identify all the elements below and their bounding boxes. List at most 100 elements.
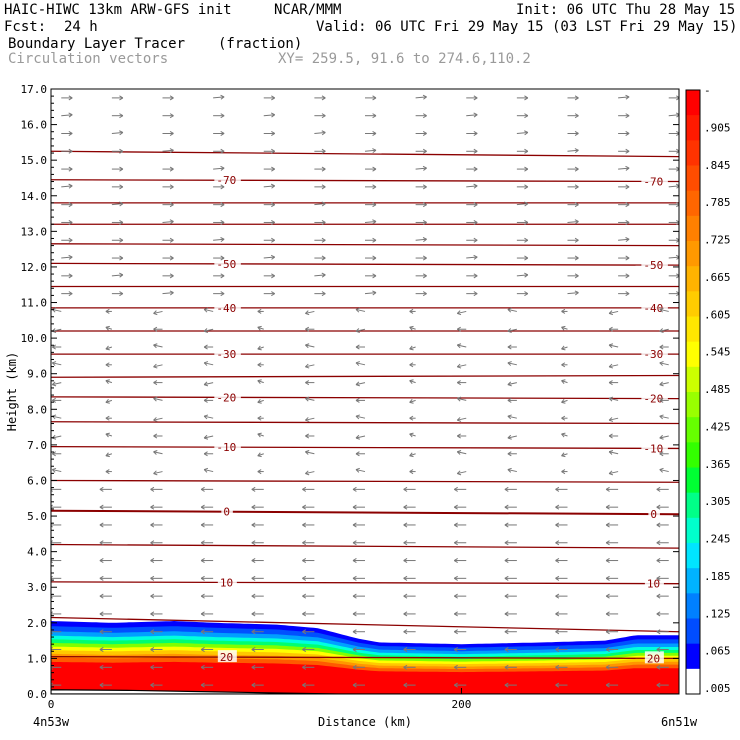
- vector-arrowhead: [203, 467, 209, 473]
- vector-arrowhead: [608, 470, 614, 476]
- vector-arrowhead: [153, 343, 158, 349]
- vector-arrowhead: [200, 540, 205, 546]
- colorbar-segment: [686, 366, 700, 393]
- vector-arrowhead: [422, 273, 427, 279]
- vector-arrowhead: [555, 629, 560, 635]
- vector-arrow: [257, 399, 264, 403]
- vector-arrowhead: [456, 380, 461, 386]
- colorbar-label: .425: [704, 420, 731, 433]
- vector-arrowhead: [105, 325, 110, 331]
- vector-arrowhead: [625, 165, 630, 171]
- vector-arrowhead: [422, 165, 427, 171]
- vector-arrowhead: [305, 326, 310, 332]
- vector-arrowhead: [625, 94, 630, 100]
- vector-arrow: [668, 256, 679, 259]
- vector-arrowhead: [220, 130, 225, 136]
- vector-arrowhead: [561, 345, 566, 351]
- vector-arrowhead: [372, 273, 377, 279]
- vector-arrowhead: [409, 469, 414, 475]
- colorbar-frame: [685, 89, 701, 695]
- vector-arrow: [659, 328, 669, 332]
- vector-arrowhead: [608, 343, 614, 349]
- vector-arrowhead: [473, 166, 478, 172]
- vector-arrowhead: [305, 396, 310, 402]
- vector-arrowhead: [555, 575, 560, 581]
- vector-arrowhead: [608, 363, 614, 369]
- vector-arrowhead: [574, 273, 579, 279]
- vector-arrowhead: [271, 237, 276, 243]
- vector-arrow: [409, 399, 416, 403]
- vector-arrowhead: [169, 148, 174, 154]
- vector-arrowhead: [220, 291, 225, 297]
- vector-arrowhead: [574, 184, 579, 190]
- vector-arrowhead: [271, 273, 276, 279]
- vector-arrowhead: [251, 486, 256, 492]
- vector-arrowhead: [150, 611, 155, 617]
- vector-arrow: [105, 380, 113, 384]
- vector-arrowhead: [352, 611, 357, 617]
- vector-arrow: [457, 364, 467, 368]
- vector-arrowhead: [302, 629, 307, 635]
- vector-arrowhead: [302, 558, 307, 564]
- vector-arrowhead: [524, 255, 529, 261]
- vector-arrowhead: [352, 629, 357, 635]
- vector-arrowhead: [561, 469, 566, 475]
- vector-arrow: [263, 185, 275, 188]
- vector-arrowhead: [524, 166, 529, 172]
- vector-arrowhead: [200, 629, 205, 635]
- colorbar-label: .845: [704, 159, 731, 172]
- y-tick-label: 12.0: [21, 261, 48, 274]
- vector-arrowhead: [150, 575, 155, 581]
- isotherm-label-bg: [217, 650, 237, 663]
- vector-arrowhead: [105, 415, 110, 421]
- vector-arrowhead: [105, 308, 110, 314]
- vector-arrowhead: [372, 148, 377, 154]
- vector-arrow: [153, 310, 163, 314]
- colorbar-segment: [686, 215, 700, 242]
- y-tick-label: 6.0: [27, 474, 47, 487]
- vector-arrowhead: [200, 593, 205, 599]
- isotherm-3: [51, 446, 679, 450]
- vector-arrowhead: [605, 522, 610, 528]
- vector-arrowhead: [169, 237, 174, 243]
- vector-arrow: [507, 328, 517, 332]
- isotherm-label: -10: [216, 441, 236, 454]
- vector-arrowhead: [608, 310, 614, 316]
- vector-arrowhead: [656, 540, 661, 546]
- vector-arrowhead: [453, 504, 458, 510]
- vector-arrowhead: [409, 432, 414, 438]
- vector-arrowhead: [605, 664, 610, 670]
- vector-arrowhead: [321, 219, 326, 225]
- vector-arrowhead: [270, 254, 276, 260]
- vector-arrow: [204, 382, 214, 386]
- vector-arrow: [516, 203, 528, 206]
- vector-arrowhead: [676, 202, 679, 208]
- vector-arrowhead: [422, 184, 427, 190]
- x-tick-label: 200: [452, 698, 472, 711]
- vector-arrowhead: [68, 291, 73, 297]
- vector-arrowhead: [403, 593, 408, 599]
- vector-arrowhead: [524, 130, 529, 136]
- vector-arrowhead: [305, 417, 310, 422]
- vector-arrow: [305, 417, 315, 421]
- vector-arrow: [609, 310, 619, 314]
- vector-arrowhead: [203, 328, 209, 333]
- vector-arrowhead: [659, 451, 664, 457]
- vector-arrowhead: [504, 558, 509, 564]
- vector-arrowhead: [524, 291, 529, 297]
- vector-arrowhead: [608, 450, 614, 455]
- vector-arrowhead: [153, 470, 158, 476]
- vector-arrowhead: [220, 255, 225, 261]
- vector-arrowhead: [456, 433, 461, 439]
- colorbar-segment: [686, 115, 700, 141]
- vector-arrowhead: [676, 148, 679, 154]
- isotherm-label: 20: [647, 652, 660, 665]
- contour-line: [51, 374, 679, 378]
- isotherm-7: [51, 262, 679, 266]
- vector-arrow: [111, 274, 123, 277]
- vector-arrowhead: [608, 326, 613, 332]
- vector-arrowhead: [220, 219, 225, 225]
- vector-arrowhead: [321, 184, 326, 190]
- vector-arrow: [659, 469, 669, 473]
